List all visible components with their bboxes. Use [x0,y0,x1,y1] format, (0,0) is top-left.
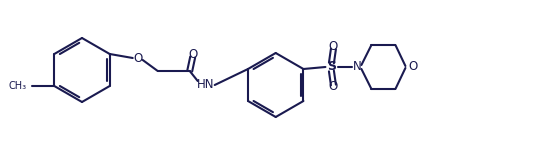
Text: O: O [329,40,338,54]
Text: O: O [133,52,142,66]
Text: S: S [327,60,336,74]
Text: O: O [329,81,338,93]
Text: CH₃: CH₃ [8,81,26,91]
Text: O: O [409,60,418,74]
Text: HN: HN [197,78,215,92]
Text: N: N [353,60,362,74]
Text: O: O [188,48,197,62]
